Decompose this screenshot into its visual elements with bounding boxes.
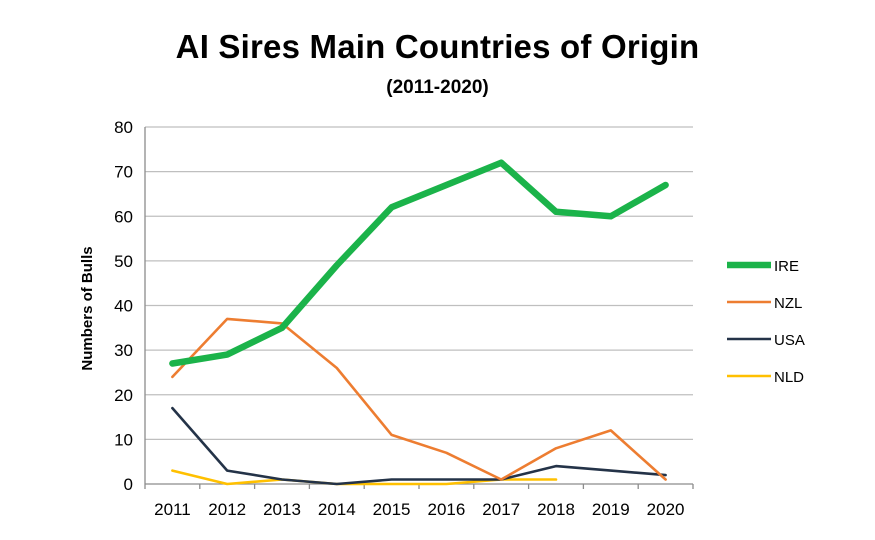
x-tick-label: 2017	[482, 500, 520, 519]
y-tick-labels: 0 10 20 30 40 50 60 70 80	[114, 118, 133, 494]
legend-label-ire: IRE	[774, 258, 799, 275]
y-tick-label: 0	[124, 475, 133, 494]
y-tick-label: 30	[114, 341, 133, 360]
series-line-usa	[171, 406, 667, 486]
legend-label-nld: NLD	[774, 369, 804, 386]
y-axis-title: Numbers of Bulls	[79, 246, 96, 370]
series-line-nzl	[171, 317, 667, 481]
x-tick-label: 2013	[263, 500, 301, 519]
chart-title: AI Sires Main Countries of Origin	[175, 28, 700, 65]
y-tick-label: 50	[114, 252, 133, 271]
y-tick-label: 80	[114, 118, 133, 137]
x-tick-label: 2011	[154, 500, 191, 519]
legend: IRE NZL USA NLD	[727, 258, 805, 386]
y-tick-label: 40	[114, 297, 133, 316]
x-tick-labels: 2011 2012 2013 2014 2015 2016 2017 2018 2019 2020	[154, 500, 684, 519]
x-tick-label: 2020	[647, 500, 685, 519]
series-lines	[169, 159, 669, 486]
series-line-ire	[169, 159, 669, 367]
legend-label-usa: USA	[774, 332, 805, 349]
x-tick-label: 2012	[208, 500, 246, 519]
y-tick-label: 10	[114, 430, 133, 449]
x-tick-label: 2016	[427, 500, 465, 519]
y-tick-label: 70	[114, 163, 133, 182]
x-tick-label: 2014	[318, 500, 356, 519]
axes	[144, 127, 694, 489]
chart-subtitle: (2011-2020)	[386, 77, 489, 98]
x-tick-label: 2015	[373, 500, 411, 519]
y-tick-label: 60	[114, 207, 133, 226]
y-tick-label: 20	[114, 386, 133, 405]
legend-label-nzl: NZL	[774, 295, 802, 312]
x-tick-label: 2019	[592, 500, 630, 519]
x-tick-label: 2018	[537, 500, 575, 519]
gridlines	[145, 126, 693, 441]
